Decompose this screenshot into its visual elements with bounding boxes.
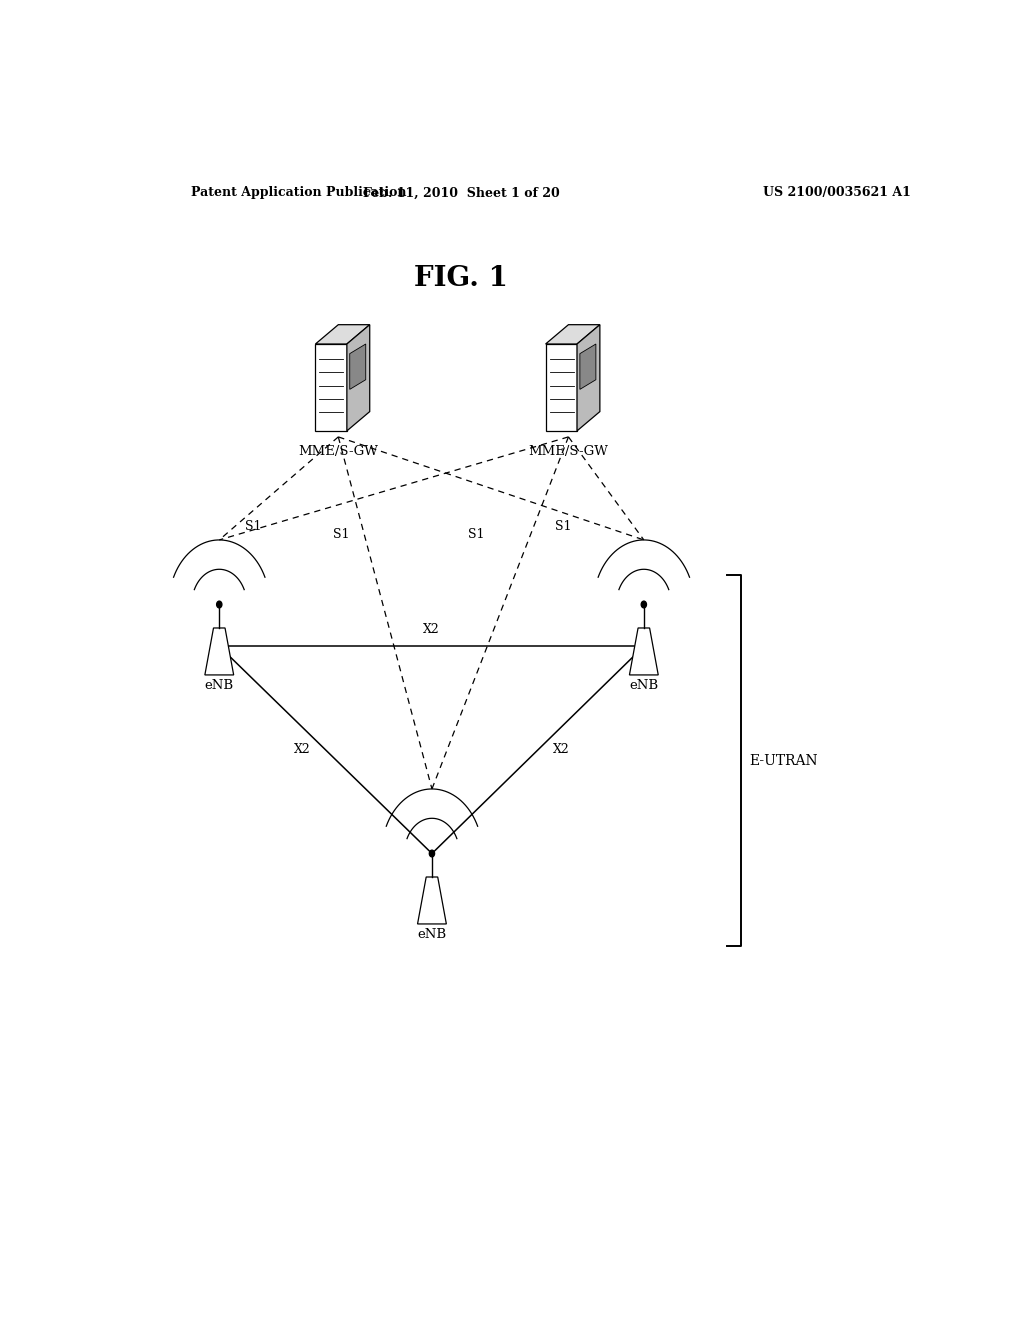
Text: MME/S-GW: MME/S-GW — [298, 445, 378, 458]
Circle shape — [429, 850, 434, 857]
Text: X2: X2 — [553, 743, 570, 756]
Polygon shape — [577, 325, 600, 430]
Polygon shape — [205, 628, 233, 675]
Text: S1: S1 — [468, 528, 484, 541]
Text: S1: S1 — [246, 520, 262, 533]
Polygon shape — [546, 325, 600, 345]
Polygon shape — [630, 628, 658, 675]
Text: eNB: eNB — [205, 678, 233, 692]
Text: X2: X2 — [423, 623, 440, 636]
Text: X2: X2 — [294, 743, 310, 756]
Polygon shape — [546, 345, 577, 430]
Text: US 2100/0035621 A1: US 2100/0035621 A1 — [763, 186, 910, 199]
Text: S1: S1 — [555, 520, 571, 533]
Text: Patent Application Publication: Patent Application Publication — [191, 186, 407, 199]
Polygon shape — [350, 345, 366, 389]
Text: Feb. 11, 2010  Sheet 1 of 20: Feb. 11, 2010 Sheet 1 of 20 — [362, 186, 560, 199]
Text: eNB: eNB — [630, 678, 658, 692]
Polygon shape — [315, 345, 347, 430]
Polygon shape — [347, 325, 370, 430]
Polygon shape — [315, 325, 370, 345]
Text: FIG. 1: FIG. 1 — [415, 265, 508, 292]
Polygon shape — [418, 876, 446, 924]
Text: S1: S1 — [333, 528, 349, 541]
Polygon shape — [580, 345, 596, 389]
Circle shape — [217, 601, 222, 607]
Circle shape — [641, 601, 646, 607]
Text: E-UTRAN: E-UTRAN — [750, 754, 818, 768]
Text: MME/S-GW: MME/S-GW — [528, 445, 608, 458]
Text: eNB: eNB — [418, 928, 446, 941]
